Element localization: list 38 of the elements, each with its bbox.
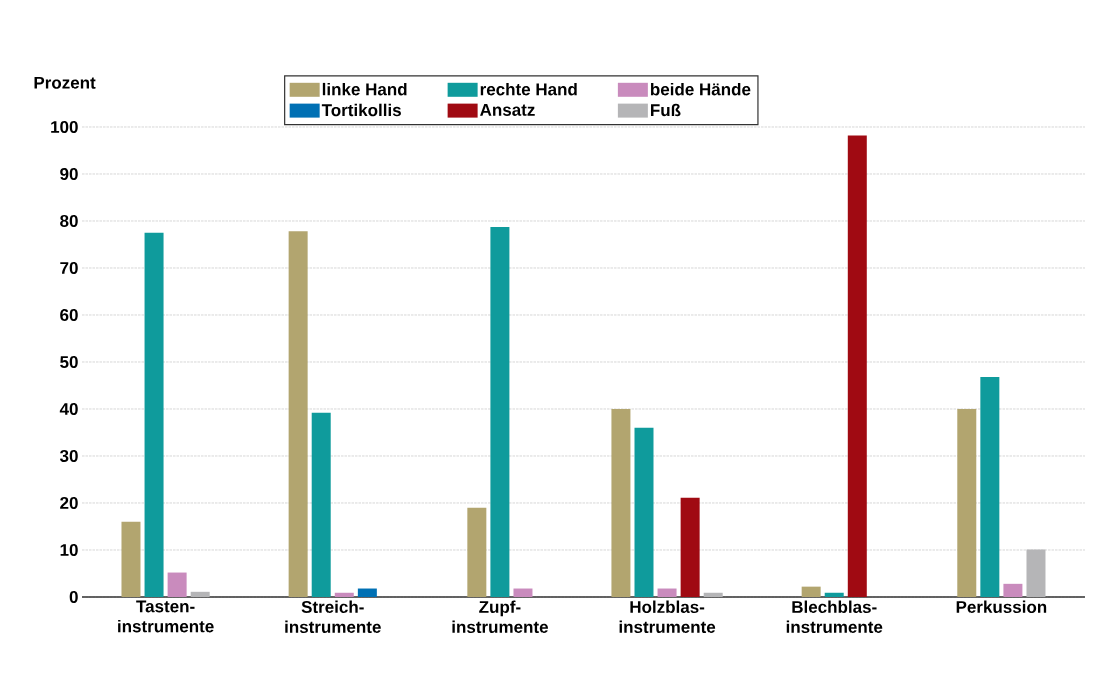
y-tick-label: 40 [59,402,78,416]
bar [288,231,308,597]
y-tick-label: 20 [60,496,78,510]
y-tick-label: 90 [60,167,78,181]
y-tick-label: 60 [60,308,78,322]
y-tick-label: 80 [60,214,78,228]
bar [311,412,331,597]
x-tick-label: Streich- instrumente [285,600,381,634]
x-tick-label: Blechblas- instrumente [786,600,883,634]
bar [847,135,867,597]
x-tick-label: Holzblas- instrumente [619,600,716,634]
y-tick-label: 50 [60,355,78,369]
y-tick-label: 30 [59,449,78,463]
legend-label: rechte Hand [480,82,577,96]
y-tick-label: 70 [60,261,78,275]
legend-label: Ansatz [480,104,535,116]
legend-label: Fuß [651,103,681,117]
legend-label: beide Hände [650,82,751,96]
bar [1026,549,1046,597]
y-tick-label: 100 [51,120,78,134]
y-tick-label: 0 [69,590,78,604]
legend-label: Tortikollis [321,103,401,117]
bar [190,591,210,597]
y-axis-title: Prozent [34,76,96,89]
y-tick-label: 10 [60,543,78,557]
bar [121,521,141,597]
x-tick-label: Tasten- instrumente [118,600,214,633]
bar [167,572,187,597]
bar [334,592,354,597]
bar [980,377,1000,597]
bar [1003,583,1023,597]
bar [144,232,164,597]
legend-label: linke Hand [322,82,407,96]
x-tick-label: Perkussion [956,600,1047,614]
bar [357,588,377,597]
bar [957,408,977,597]
x-tick-label: Zupf- instrumente [452,600,548,634]
bar [680,497,700,597]
